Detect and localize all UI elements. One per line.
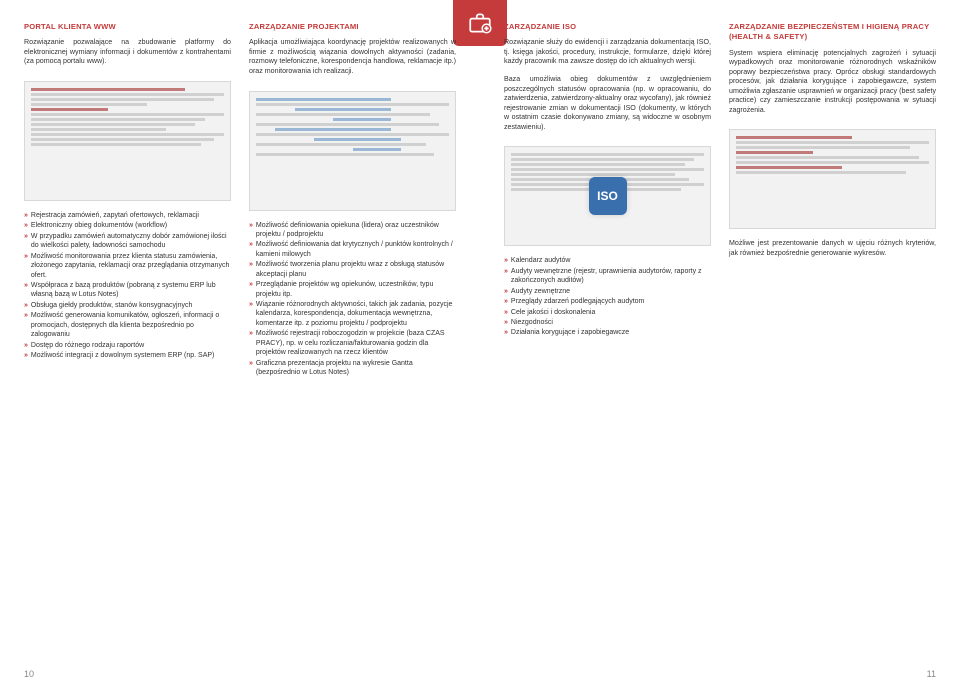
- spread: PORTAL KLIENTA WWW Rozwiązanie pozwalają…: [0, 0, 960, 689]
- bullet-arrow-icon: »: [249, 240, 253, 259]
- bullet-text: Niezgodności: [511, 318, 553, 327]
- iso-badge-icon: ISO: [589, 177, 627, 215]
- bullet-item: »Graficzna prezentacja projektu na wykre…: [249, 359, 456, 378]
- bullet-item: »Niezgodności: [504, 318, 711, 327]
- bullet-arrow-icon: »: [24, 211, 28, 220]
- bullet-item: »Wiązanie różnorodnych aktywności, takic…: [249, 300, 456, 328]
- bullet-arrow-icon: »: [24, 341, 28, 350]
- section-title-iso: ZARZĄDZANIE ISO: [504, 22, 711, 32]
- bullet-item: »Obsługa giełdy produktów, stanów konsyg…: [24, 301, 231, 310]
- bullet-arrow-icon: »: [249, 329, 253, 357]
- iso-screenshot: ISO: [504, 146, 711, 246]
- right-col1: ZARZĄDZANIE ISO Rozwiązanie służy do ewi…: [504, 22, 711, 671]
- bullet-arrow-icon: »: [249, 221, 253, 240]
- left-col2: ZARZĄDZANIE PROJEKTAMI Aplikacja umożliw…: [249, 22, 456, 671]
- bullet-text: Kalendarz audytów: [511, 256, 571, 265]
- bullet-item: »Dostęp do różnego rodzaju raportów: [24, 341, 231, 350]
- bullet-item: »Audyty wewnętrzne (rejestr, uprawnienia…: [504, 267, 711, 286]
- bullet-text: W przypadku zamówień automatyczny dobór …: [31, 232, 231, 251]
- page-number-left: 10: [24, 669, 34, 679]
- hs-body-2: Możliwe jest prezentowanie danych w ujęc…: [729, 239, 936, 258]
- bullet-item: »Elektroniczny obieg dokumentów (workflo…: [24, 221, 231, 230]
- bullet-arrow-icon: »: [504, 318, 508, 327]
- bullet-text: Audyty zewnętrzne: [511, 287, 570, 296]
- bullet-arrow-icon: »: [504, 256, 508, 265]
- bullet-item: »Przeglądy zdarzeń podlegających audytom: [504, 297, 711, 306]
- section-title-projects: ZARZĄDZANIE PROJEKTAMI: [249, 22, 456, 32]
- bullet-item: »Możliwość tworzenia planu projektu wraz…: [249, 260, 456, 279]
- section-title-hs: ZARZĄDZANIE BEZPIECZEŃSTEM I HIGIENĄ PRA…: [729, 22, 936, 43]
- iso-body-2: Baza umożliwia obieg dokumentów z uwzglę…: [504, 75, 711, 132]
- bullet-item: »Cele jakości i doskonalenia: [504, 308, 711, 317]
- bullet-item: »Możliwość definiowania opiekuna (lidera…: [249, 221, 456, 240]
- page-number-right: 11: [927, 669, 936, 679]
- bullet-arrow-icon: »: [24, 311, 28, 339]
- page-right: ZARZĄDZANIE ISO Rozwiązanie służy do ewi…: [480, 0, 960, 689]
- portal-screenshot: [24, 81, 231, 201]
- left-col1: PORTAL KLIENTA WWW Rozwiązanie pozwalają…: [24, 22, 231, 671]
- bullet-arrow-icon: »: [504, 287, 508, 296]
- iso-body-1: Rozwiązanie służy do ewidencji i zarządz…: [504, 38, 711, 67]
- bullet-text: Dostęp do różnego rodzaju raportów: [31, 341, 144, 350]
- bullet-text: Współpraca z bazą produktów (pobraną z s…: [31, 281, 231, 300]
- hs-body-1: System wspiera eliminację potencjalnych …: [729, 49, 936, 116]
- bullet-item: »Możliwość integracji z dowolnym systeme…: [24, 351, 231, 360]
- bullet-arrow-icon: »: [249, 359, 253, 378]
- bullet-arrow-icon: »: [504, 308, 508, 317]
- bullet-arrow-icon: »: [24, 351, 28, 360]
- bullet-arrow-icon: »: [24, 232, 28, 251]
- bullet-text: Elektroniczny obieg dokumentów (workflow…: [31, 221, 167, 230]
- bullet-item: »W przypadku zamówień automatyczny dobór…: [24, 232, 231, 251]
- bullet-arrow-icon: »: [249, 300, 253, 328]
- bullet-text: Audyty wewnętrzne (rejestr, uprawnienia …: [511, 267, 711, 286]
- bullet-item: »Rejestracja zamówień, zapytań ofertowyc…: [24, 211, 231, 220]
- iso-bullets: »Kalendarz audytów»Audyty wewnętrzne (re…: [504, 256, 711, 339]
- bullet-text: Przeglądy zdarzeń podlegających audytom: [511, 297, 644, 306]
- bullet-item: »Możliwość definiowania dat krytycznych …: [249, 240, 456, 259]
- bullet-text: Cele jakości i doskonalenia: [511, 308, 595, 317]
- bullet-text: Możliwość integracji z dowolnym systemem…: [31, 351, 214, 360]
- bullet-text: Możliwość rejestracji roboczogodzin w pr…: [256, 329, 456, 357]
- bullet-arrow-icon: »: [504, 267, 508, 286]
- hs-screenshot: [729, 129, 936, 229]
- bullet-item: »Kalendarz audytów: [504, 256, 711, 265]
- bullet-arrow-icon: »: [24, 281, 28, 300]
- bullet-text: Przeglądanie projektów wg opiekunów, ucz…: [256, 280, 456, 299]
- bullet-item: »Działania korygujące i zapobiegawcze: [504, 328, 711, 337]
- bullet-text: Możliwość tworzenia planu projektu wraz …: [256, 260, 456, 279]
- bullet-item: »Audyty zewnętrzne: [504, 287, 711, 296]
- right-col2: ZARZĄDZANIE BEZPIECZEŃSTEM I HIGIENĄ PRA…: [729, 22, 936, 671]
- bullet-text: Możliwość definiowania dat krytycznych /…: [256, 240, 456, 259]
- bullet-arrow-icon: »: [249, 260, 253, 279]
- portal-bullets: »Rejestracja zamówień, zapytań ofertowyc…: [24, 211, 231, 362]
- bullet-text: Możliwość definiowania opiekuna (lidera)…: [256, 221, 456, 240]
- bullet-arrow-icon: »: [24, 301, 28, 310]
- bullet-text: Rejestracja zamówień, zapytań ofertowych…: [31, 211, 199, 220]
- bullet-item: »Możliwość monitorowania przez klienta s…: [24, 252, 231, 280]
- page-left: PORTAL KLIENTA WWW Rozwiązanie pozwalają…: [0, 0, 480, 689]
- bullet-text: Możliwość monitorowania przez klienta st…: [31, 252, 231, 280]
- bullet-text: Działania korygujące i zapobiegawcze: [511, 328, 629, 337]
- bullet-arrow-icon: »: [24, 252, 28, 280]
- bullet-item: »Współpraca z bazą produktów (pobraną z …: [24, 281, 231, 300]
- bullet-arrow-icon: »: [249, 280, 253, 299]
- projects-screenshot: [249, 91, 456, 211]
- bullet-item: »Możliwość rejestracji roboczogodzin w p…: [249, 329, 456, 357]
- bullet-arrow-icon: »: [24, 221, 28, 230]
- projects-body: Aplikacja umożliwiająca koordynację proj…: [249, 38, 456, 76]
- bullet-text: Obsługa giełdy produktów, stanów konsygn…: [31, 301, 192, 310]
- section-title-portal: PORTAL KLIENTA WWW: [24, 22, 231, 32]
- bullet-text: Możliwość generowania komunikatów, ogłos…: [31, 311, 231, 339]
- bullet-text: Wiązanie różnorodnych aktywności, takich…: [256, 300, 456, 328]
- bullet-arrow-icon: »: [504, 297, 508, 306]
- bullet-arrow-icon: »: [504, 328, 508, 337]
- bullet-item: »Przeglądanie projektów wg opiekunów, uc…: [249, 280, 456, 299]
- projects-bullets: »Możliwość definiowania opiekuna (lidera…: [249, 221, 456, 379]
- bullet-text: Graficzna prezentacja projektu na wykres…: [256, 359, 456, 378]
- portal-body: Rozwiązanie pozwalające na zbudowanie pl…: [24, 38, 231, 67]
- bullet-item: »Możliwość generowania komunikatów, ogło…: [24, 311, 231, 339]
